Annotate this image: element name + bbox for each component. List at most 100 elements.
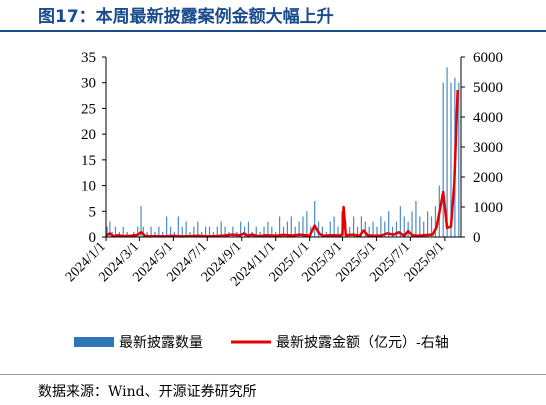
bar [208, 226, 211, 237]
bar [232, 226, 234, 237]
bar [193, 226, 195, 237]
left-tick-label: 25 [81, 101, 96, 117]
bar [368, 226, 370, 237]
bar [158, 226, 160, 237]
left-tick-label: 35 [81, 50, 96, 66]
bar [240, 221, 242, 237]
left-tick-label: 20 [81, 127, 96, 143]
bar [329, 221, 331, 237]
bar [380, 216, 382, 237]
bar [353, 216, 355, 237]
bar [126, 231, 128, 237]
bar [150, 226, 152, 237]
bar [442, 82, 444, 237]
bar [411, 211, 413, 237]
bar [302, 216, 304, 237]
bar [247, 221, 250, 237]
bar [154, 231, 156, 237]
bar [364, 221, 366, 237]
bar [212, 231, 214, 237]
bar [306, 211, 308, 237]
bar [169, 226, 172, 237]
bar [298, 221, 300, 237]
source-note: 数据来源：Wind、开源证券研究所 [38, 384, 257, 400]
left-tick-label: 0 [89, 230, 97, 246]
bar [446, 67, 448, 238]
left-tick-label: 10 [81, 179, 96, 195]
bar [360, 216, 362, 237]
bar [271, 226, 273, 237]
bar [106, 226, 108, 237]
bar [415, 201, 417, 237]
axes: 0510152025303501000200030004000500060002… [63, 50, 503, 290]
bar [458, 82, 460, 237]
bar [122, 226, 124, 237]
title-underline [0, 30, 546, 32]
legend-label-bar: 最新披露数量 [119, 335, 203, 351]
bar [142, 226, 144, 237]
legend: 最新披露数量 最新披露金额（亿元）-右轴 [74, 335, 449, 351]
right-tick-label: 4000 [473, 110, 503, 126]
bar [255, 226, 257, 237]
line-series-amount [105, 89, 459, 238]
left-tick-label: 5 [89, 204, 97, 220]
bar [137, 226, 139, 237]
bar [376, 226, 378, 237]
bar [224, 226, 226, 237]
amount-line [105, 89, 459, 238]
bar [146, 231, 148, 237]
bar [391, 226, 394, 237]
bar [201, 231, 203, 237]
bar [314, 201, 316, 237]
bar [286, 221, 288, 237]
bar [337, 226, 339, 237]
bar [395, 221, 398, 237]
bar [109, 221, 111, 237]
bar [162, 231, 164, 237]
bar [407, 221, 409, 237]
bar [220, 221, 222, 237]
right-tick-label: 3000 [473, 140, 503, 156]
right-tick-label: 5000 [473, 80, 503, 96]
bar [430, 216, 433, 237]
bar [140, 206, 142, 237]
legend-label-line: 最新披露金额（亿元）-右轴 [276, 335, 449, 351]
bar [173, 231, 176, 237]
bar-series-count [106, 67, 460, 238]
bar [349, 226, 351, 237]
bar [197, 221, 199, 237]
bar [321, 226, 324, 237]
bar [423, 221, 425, 237]
bar [427, 211, 429, 237]
bar [185, 221, 187, 237]
bar [399, 206, 401, 237]
bar [243, 226, 246, 237]
bar [294, 226, 296, 237]
legend-swatch-bar [74, 337, 114, 347]
bar [282, 226, 285, 237]
bar [259, 231, 261, 237]
right-tick-label: 6000 [473, 50, 503, 66]
left-tick-label: 15 [81, 153, 96, 169]
bar [419, 216, 421, 237]
bar [205, 226, 207, 237]
bar [279, 216, 281, 237]
bar [384, 221, 386, 237]
source-divider [0, 374, 546, 375]
bar [333, 216, 335, 237]
bar [267, 221, 269, 237]
right-tick-label: 0 [473, 230, 481, 246]
chart-title: 图17：本周最新披露案例金额大幅上升 [38, 7, 334, 27]
bar [372, 221, 374, 237]
bar [388, 211, 390, 237]
bar [181, 226, 183, 237]
right-tick-label: 1000 [473, 200, 503, 216]
left-tick-label: 30 [81, 76, 96, 92]
bar [189, 231, 191, 237]
bar [263, 226, 265, 237]
bar [114, 226, 117, 237]
bar [290, 216, 292, 237]
bar [166, 216, 168, 237]
right-tick-label: 2000 [473, 170, 503, 186]
